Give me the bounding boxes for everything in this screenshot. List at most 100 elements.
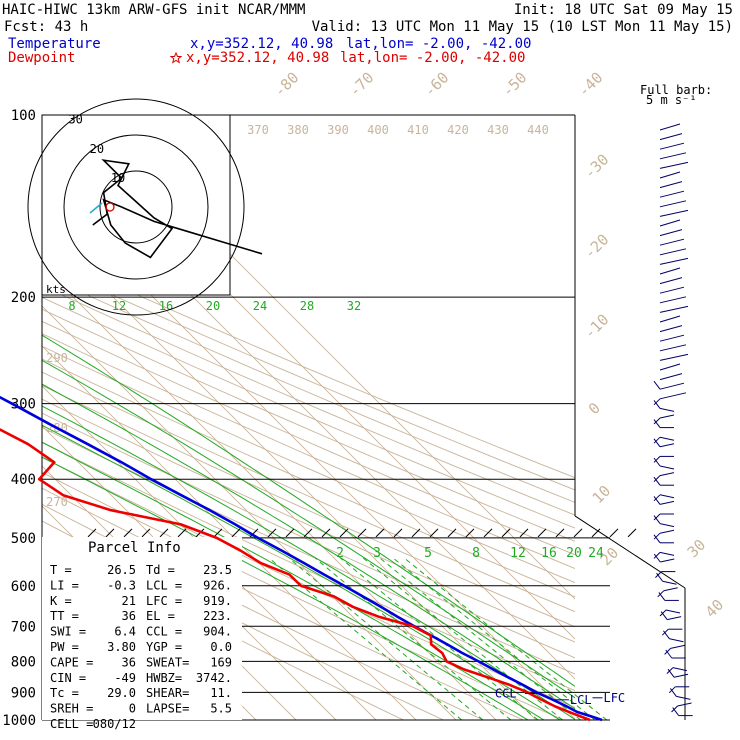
hodograph: 10 20 30 kts xyxy=(27,98,263,316)
wind-barb xyxy=(659,305,689,313)
wind-barb xyxy=(672,667,688,672)
dry-adiabat-line xyxy=(42,251,575,479)
moist-adiabat-label: 8 xyxy=(68,299,75,313)
dry-adiabat-line xyxy=(42,398,575,643)
wind-barb xyxy=(659,257,689,265)
hatch-mark xyxy=(483,528,493,538)
lcl-marker-label: LCL xyxy=(570,693,592,707)
wind-barb-flag xyxy=(653,436,661,444)
hatch-mark xyxy=(411,528,421,538)
parcel-value-right: 223. xyxy=(203,609,232,623)
mixing-ratio-line xyxy=(379,557,581,721)
hatch-mark xyxy=(267,528,277,538)
hodograph-ring-label: 20 xyxy=(90,142,104,156)
wind-barb xyxy=(659,353,689,361)
wind-barb xyxy=(663,587,678,592)
isotherm-label: -20 xyxy=(581,231,613,263)
dry-adiabat-line xyxy=(42,358,575,598)
isotherm-line xyxy=(42,225,537,720)
hatch-mark xyxy=(105,528,115,538)
dry-adiabat-line xyxy=(42,320,575,556)
wind-barb-flag xyxy=(664,648,671,655)
parcel-value-right: 919. xyxy=(203,594,232,608)
wind-barb xyxy=(659,465,675,470)
parcel-key-left: CIN = xyxy=(50,671,86,685)
star-icon xyxy=(169,51,183,64)
dewpoint-profile xyxy=(0,428,591,722)
parcel-key-left: CELL = xyxy=(50,717,93,731)
wind-barb xyxy=(659,500,675,505)
temperature-profile xyxy=(0,395,603,722)
parcel-value-right: 5.5 xyxy=(210,702,232,716)
wind-barb xyxy=(659,267,681,275)
wind-barb-flag xyxy=(653,476,661,486)
wind-barb xyxy=(659,382,685,390)
wind-barb xyxy=(659,523,675,528)
parcel-key-left: K = xyxy=(50,594,72,608)
wind-barb-flag xyxy=(653,400,661,409)
parcel-value-left: 36 xyxy=(122,655,136,669)
parcel-key-left: PW = xyxy=(50,640,79,654)
parcel-info-title: Parcel Info xyxy=(88,540,181,556)
moist-adiabat-line xyxy=(42,441,545,720)
parcel-key-left: T = xyxy=(50,563,72,577)
parcel-value-left: -0.3 xyxy=(107,578,136,592)
parcel-key-right: CCL = xyxy=(146,625,182,639)
parcel-value-left: 21 xyxy=(122,594,136,608)
parcel-key-right: Td = xyxy=(146,563,175,577)
wind-barb-flag xyxy=(661,628,669,636)
wind-barb-flag xyxy=(653,494,661,502)
hatch-mark xyxy=(177,528,187,538)
isotherm-label: 0 xyxy=(585,399,604,418)
wind-barb xyxy=(667,616,682,621)
wind-barb xyxy=(659,209,689,217)
wind-barb xyxy=(659,229,683,237)
pressure-tick-label: 700 xyxy=(11,619,36,635)
wind-barb xyxy=(659,142,685,150)
wind-barb xyxy=(676,695,691,700)
moist-adiabat-line xyxy=(42,383,575,710)
storm-motion-marker xyxy=(105,202,115,212)
mixing-ratio-line xyxy=(403,557,608,721)
parcel-value-right: 926. xyxy=(203,578,232,592)
parcel-value-right: 904. xyxy=(203,625,232,639)
hatch-mark xyxy=(465,528,475,538)
parcel-value-left: 26.5 xyxy=(107,563,136,577)
moist-adiabat-label: 12 xyxy=(112,299,126,313)
wind-barb-flag xyxy=(658,592,666,601)
parcel-key-right: LCL = xyxy=(146,578,182,592)
wind-barb-flag xyxy=(653,456,661,463)
hatch-mark xyxy=(339,528,349,538)
mixing-ratio-label: 5 xyxy=(424,546,432,561)
frame-wind-diagonal xyxy=(574,515,686,589)
wind-barb xyxy=(659,277,683,285)
pressure-tick-label: 100 xyxy=(11,108,36,124)
wind-barb-flag xyxy=(666,667,674,674)
wind-barb-flag xyxy=(668,686,676,694)
theta-label-lower: 270 xyxy=(46,495,68,509)
wind-barb-flag xyxy=(665,649,673,659)
theta-label: 420 xyxy=(447,123,469,137)
parcel-value-right: 11. xyxy=(210,686,232,700)
pressure-tick-label: 500 xyxy=(11,531,36,547)
hodograph-ring xyxy=(99,170,173,244)
pressure-tick-label: 400 xyxy=(11,472,36,488)
wind-barb xyxy=(669,638,684,643)
parcel-key-right: SWEAT= xyxy=(146,655,189,669)
moist-adiabat-line xyxy=(42,334,575,687)
moist-adiabat-label: 20 xyxy=(206,299,220,313)
wind-barb xyxy=(659,152,687,160)
hatch-mark xyxy=(447,528,457,538)
theta-label: 400 xyxy=(367,123,389,137)
wind-barb-flag xyxy=(653,475,661,482)
sounding-profiles xyxy=(0,395,603,722)
parcel-value-left: 36 xyxy=(122,609,136,623)
hodograph-ring xyxy=(63,134,209,280)
wind-barb xyxy=(659,472,675,477)
wind-barb-flag xyxy=(667,668,675,678)
wind-barb xyxy=(659,373,683,381)
hatch-mark xyxy=(285,528,295,538)
wind-barb xyxy=(659,219,681,227)
dry-adiabat-line xyxy=(42,262,575,491)
